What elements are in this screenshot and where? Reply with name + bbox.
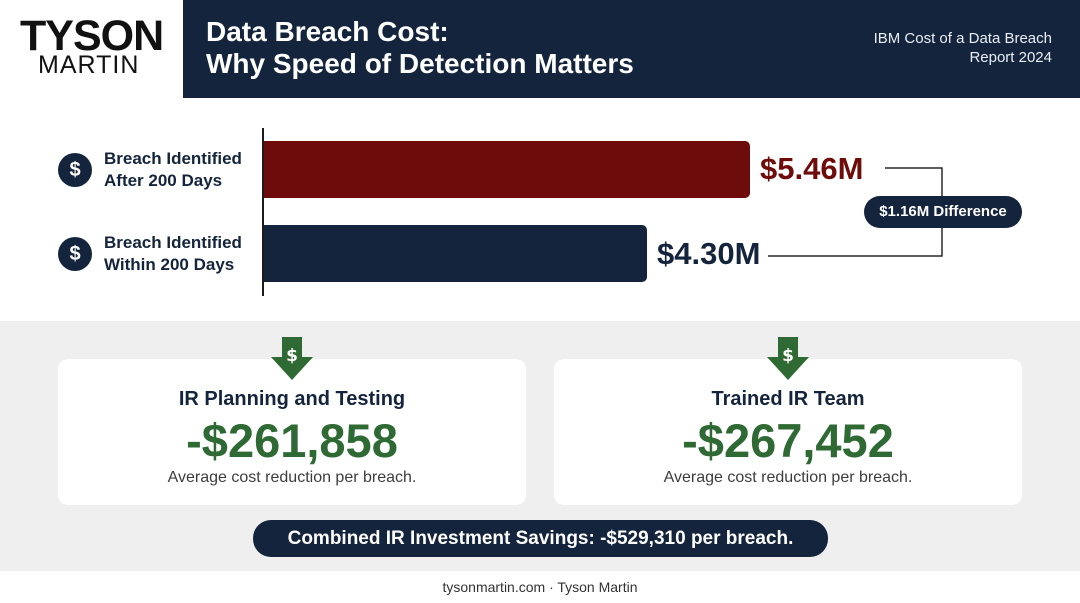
card-value: -$261,858: [186, 414, 398, 467]
card-value: -$267,452: [682, 414, 894, 467]
card-heading: Trained IR Team: [711, 388, 865, 410]
bar-label-after: Breach Identified After 200 Days: [104, 148, 260, 192]
card-trained-ir-team: Trained IR Team -$267,452 Average cost r…: [554, 359, 1022, 505]
combined-savings-badge: Combined IR Investment Savings: -$529,31…: [253, 520, 828, 557]
dollar-down-arrow-icon: $: [271, 337, 313, 380]
svg-text:$: $: [782, 346, 794, 366]
title-line-1: Data Breach Cost:: [206, 16, 449, 47]
source-line-1: IBM Cost of a Data Breach: [873, 30, 1052, 47]
bar-label-after-line-2: After 200 Days: [104, 171, 223, 190]
bar-label-within-line-1: Breach Identified: [104, 233, 242, 252]
bar-value-within: $4.30M: [657, 236, 761, 271]
card-heading: IR Planning and Testing: [178, 388, 406, 410]
title-line-2: Why Speed of Detection Matters: [206, 48, 634, 79]
page-title: Data Breach Cost: Why Speed of Detection…: [206, 16, 766, 80]
chart-axis: [262, 128, 264, 296]
header: TYSON MARTIN Data Breach Cost: Why Speed…: [0, 0, 1080, 98]
bar-after-200-days: [264, 141, 750, 198]
bar-value-after: $5.46M: [760, 151, 864, 186]
bar-label-within-line-2: Within 200 Days: [104, 255, 235, 274]
source-line-2: Report 2024: [969, 49, 1052, 66]
footer: tysonmartin.com · Tyson Martin: [442, 579, 638, 595]
card-ir-planning: IR Planning and Testing -$261,858 Averag…: [58, 359, 526, 505]
dollar-icon: $: [58, 153, 92, 187]
bar-within-200-days: [264, 225, 647, 282]
logo-line-1: TYSON: [20, 12, 164, 60]
source-citation: IBM Cost of a Data Breach Report 2024: [812, 29, 1052, 67]
dollar-down-arrow-icon: $: [767, 337, 809, 380]
svg-text:$: $: [286, 346, 298, 366]
difference-bracket: [768, 167, 943, 257]
difference-badge: $1.16M Difference: [864, 196, 1022, 228]
card-caption: Average cost reduction per breach.: [663, 469, 913, 486]
bar-label-within: Breach Identified Within 200 Days: [104, 232, 260, 276]
logo: TYSON MARTIN: [0, 0, 183, 98]
logo-line-2: MARTIN: [38, 51, 140, 79]
card-caption: Average cost reduction per breach.: [167, 469, 417, 486]
dollar-icon: $: [58, 237, 92, 271]
bar-label-after-line-1: Breach Identified: [104, 149, 242, 168]
